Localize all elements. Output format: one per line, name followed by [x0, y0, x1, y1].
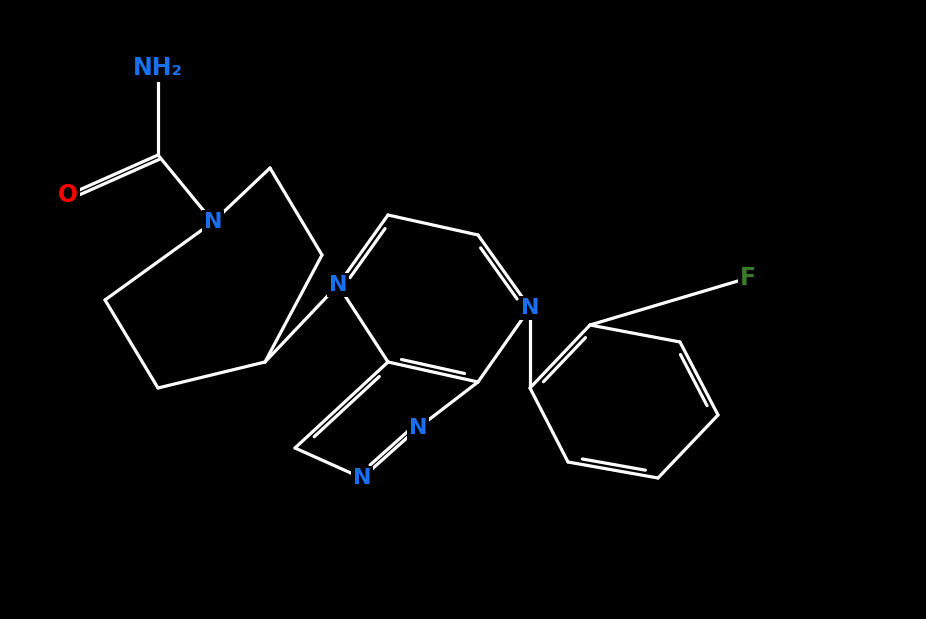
Text: N: N [329, 275, 347, 295]
Text: N: N [408, 418, 427, 438]
Text: NH₂: NH₂ [133, 56, 183, 80]
Text: N: N [204, 212, 222, 232]
Text: N: N [520, 298, 539, 318]
Text: N: N [353, 468, 371, 488]
Text: F: F [740, 266, 756, 290]
Text: O: O [58, 183, 78, 207]
